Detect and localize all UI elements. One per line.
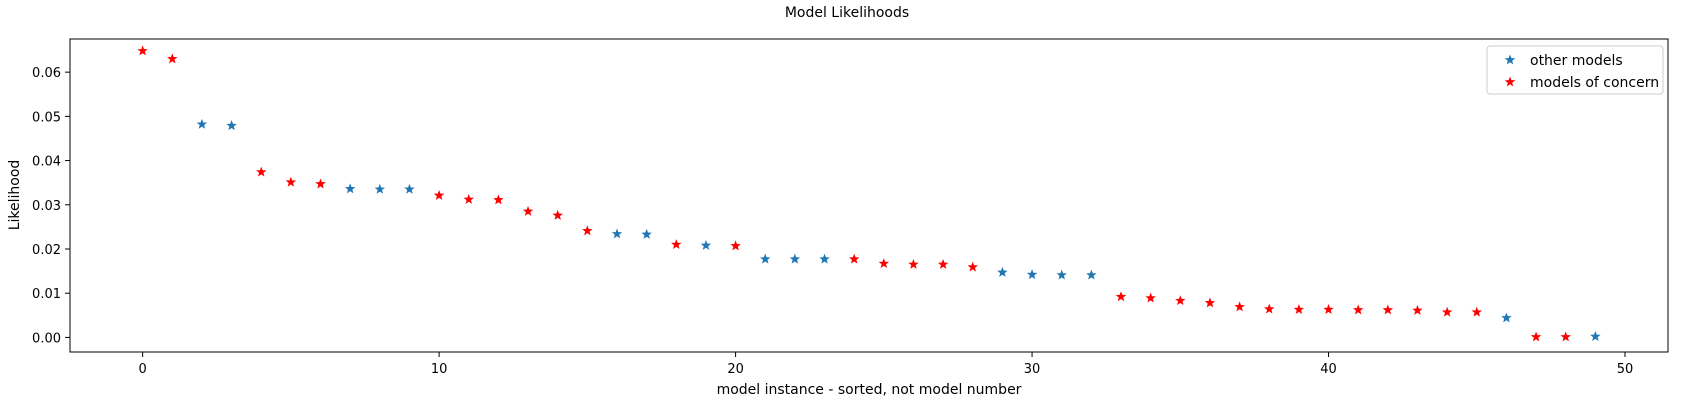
data-point-series-0	[404, 183, 415, 194]
data-point-series-0	[641, 228, 652, 239]
legend-label: models of concern	[1530, 75, 1659, 91]
y-axis-label: Likelihood	[7, 160, 23, 231]
data-point-series-1	[671, 239, 682, 250]
legend-marker	[1504, 76, 1516, 87]
data-point-series-0	[196, 118, 208, 129]
data-point-series-0	[1026, 269, 1038, 280]
data-point-series-1	[1560, 331, 1571, 342]
x-axis-label: model instance - sorted, not model numbe…	[717, 382, 1022, 398]
data-point-series-1	[433, 190, 445, 200]
data-point-series-1	[1441, 306, 1453, 317]
x-tick-label: 30	[1024, 362, 1041, 377]
data-point-series-0	[819, 253, 830, 264]
data-point-series-1	[137, 45, 148, 56]
data-point-series-0	[226, 120, 237, 131]
data-point-series-1	[1382, 304, 1394, 315]
data-point-series-0	[344, 183, 356, 194]
y-tick-label: 0.02	[32, 243, 61, 258]
data-point-series-0	[760, 253, 771, 264]
data-point-series-1	[1293, 304, 1305, 315]
y-tick-label: 0.06	[32, 66, 61, 81]
data-point-series-1	[937, 258, 949, 269]
x-tick-label: 50	[1617, 362, 1634, 377]
data-point-series-1	[582, 225, 593, 236]
data-point-series-1	[1412, 304, 1423, 315]
data-point-series-0	[1056, 269, 1067, 280]
data-point-series-1	[1471, 306, 1482, 317]
data-point-series-1	[522, 205, 534, 216]
data-point-series-1	[285, 176, 297, 187]
y-tick-label: 0.01	[32, 287, 61, 302]
data-point-series-1	[1352, 304, 1364, 315]
data-point-series-1	[1145, 292, 1156, 303]
data-point-series-0	[1086, 269, 1097, 280]
chart-title: Model Likelihoods	[785, 5, 909, 21]
data-point-series-1	[1530, 331, 1542, 342]
data-point-series-1	[1323, 304, 1334, 315]
y-tick-label: 0.04	[32, 155, 61, 170]
data-point-series-1	[1204, 297, 1216, 308]
x-axis-ticks: 0 10 20 30 40 50	[138, 352, 1633, 377]
y-tick-label: 0.05	[32, 110, 61, 125]
y-tick-label: 0.03	[32, 199, 61, 214]
data-point-series-1	[1115, 291, 1127, 302]
data-point-series-1	[878, 258, 890, 269]
data-point-series-1	[967, 261, 978, 272]
data-point-series-1	[1234, 301, 1245, 312]
legend-label: other models	[1530, 53, 1623, 69]
y-axis-ticks: 0.00 0.01 0.02 0.03 0.04 0.05 0.06	[32, 66, 70, 346]
data-point-series-1	[1175, 295, 1186, 306]
data-point-series-1	[908, 258, 919, 269]
data-point-series-1	[552, 209, 563, 220]
data-point-series-0	[997, 266, 1008, 277]
x-tick-label: 20	[727, 362, 744, 377]
data-point-series-1	[1264, 303, 1275, 314]
data-point-series-0	[1590, 331, 1601, 341]
data-point-series-0	[374, 183, 386, 194]
data-point-series-1	[848, 253, 860, 264]
data-points	[137, 45, 1601, 342]
data-point-series-1	[730, 240, 741, 251]
data-point-series-1	[493, 194, 504, 205]
legend: other models models of concern	[1486, 45, 1664, 95]
x-tick-label: 40	[1320, 362, 1337, 377]
data-point-series-0	[1501, 312, 1512, 323]
plot-frame	[69, 38, 1669, 353]
x-tick-label: 0	[138, 362, 146, 377]
data-point-series-1	[463, 193, 474, 204]
data-point-series-1	[256, 166, 267, 177]
data-point-series-1	[167, 53, 178, 64]
legend-box	[1486, 45, 1664, 95]
legend-marker	[1504, 54, 1516, 65]
y-tick-label: 0.00	[32, 331, 61, 346]
x-tick-label: 10	[431, 362, 448, 377]
data-point-series-0	[789, 253, 801, 264]
data-point-series-0	[611, 228, 623, 239]
data-point-series-1	[315, 178, 326, 189]
data-point-series-0	[700, 239, 712, 250]
